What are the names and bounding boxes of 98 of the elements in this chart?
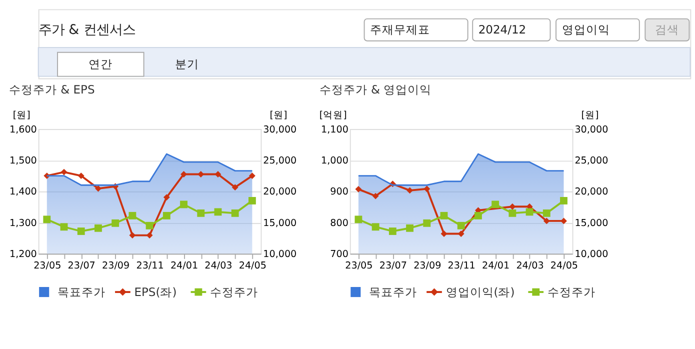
x-tick-label: 24/03	[204, 260, 232, 272]
y2-axis-title: [원]	[270, 110, 288, 122]
point	[232, 184, 238, 191]
point	[248, 172, 256, 180]
point	[457, 222, 465, 230]
point	[372, 192, 379, 200]
x-tick-label: 24/05	[238, 260, 266, 272]
legend-label: 수정주가	[547, 284, 596, 299]
point	[388, 228, 396, 235]
y2-tick-label: 10,000	[263, 249, 297, 260]
point	[406, 187, 413, 194]
point	[197, 209, 205, 217]
point	[440, 212, 448, 220]
legend-label: 목표주가	[58, 284, 106, 299]
y2-tick-label: 20,000	[263, 186, 297, 198]
point	[214, 171, 222, 178]
point	[231, 209, 239, 217]
y2-tick-label: 30,000	[574, 124, 608, 136]
point	[180, 200, 188, 208]
y-axis-title: [원]	[12, 110, 30, 122]
point	[95, 185, 102, 192]
y-tick-label: 800	[330, 218, 348, 229]
point	[372, 223, 380, 231]
legend-label: 영업이익(좌)	[446, 284, 515, 299]
point	[474, 212, 482, 220]
x-tick-label: 23/05	[34, 260, 62, 272]
x-tick-label: 23/11	[448, 260, 476, 272]
point	[146, 232, 153, 239]
x-tick-label: 23/09	[102, 260, 130, 272]
chart-title: 수정주가 & 영업이익	[319, 82, 432, 97]
point	[406, 224, 414, 232]
legend-label: 목표주가	[369, 284, 418, 299]
y2-tick-label: 10,000	[574, 249, 608, 260]
text: 영업이익	[562, 22, 610, 37]
point	[526, 208, 534, 216]
x-tick-label: 23/07	[68, 260, 96, 272]
point	[128, 212, 136, 220]
y2-tick-label: 15,000	[263, 218, 297, 229]
point	[60, 223, 68, 231]
y-tick-label: 1,500	[9, 156, 37, 167]
point	[94, 224, 102, 232]
text: 검색	[655, 22, 680, 37]
y-tick-label: 900	[330, 186, 348, 198]
point	[560, 218, 567, 224]
point	[214, 208, 222, 216]
text: 주재무제표	[370, 22, 430, 37]
point	[543, 218, 550, 224]
x-tick-label: 24/01	[170, 260, 198, 272]
chart-title: 수정주가 & EPS	[8, 82, 95, 97]
y2-tick-label: 30,000	[263, 124, 297, 136]
text: 2024/12	[478, 22, 526, 37]
legend-label: 수정주가	[210, 284, 258, 299]
point	[162, 212, 170, 220]
point	[112, 219, 120, 227]
legend-label: EPS(좌)	[134, 284, 177, 299]
y-tick-label: 700	[330, 249, 348, 260]
point	[78, 172, 84, 180]
point	[43, 216, 51, 224]
point	[560, 197, 568, 204]
point	[60, 168, 68, 176]
x-tick-label: 23/11	[136, 260, 164, 272]
point	[163, 194, 170, 200]
x-tick-label: 24/01	[482, 260, 510, 272]
point	[509, 203, 516, 210]
y2-tick-label: 25,000	[574, 156, 608, 167]
y2-tick-label: 15,000	[574, 218, 608, 229]
point	[424, 186, 430, 192]
x-tick-label: 24/05	[550, 260, 578, 272]
point	[354, 216, 362, 224]
x-tick-label: 24/03	[516, 260, 544, 272]
text: 연간	[88, 57, 113, 72]
y2-axis-title: [원]	[581, 110, 599, 122]
y-tick-label: 1,300	[9, 218, 37, 229]
y-tick-label: 1,100	[321, 124, 348, 136]
point	[146, 222, 154, 230]
text: 주가 & 컨센서스	[38, 23, 136, 38]
point	[508, 209, 516, 217]
y2-tick-label: 20,000	[574, 186, 608, 198]
point	[355, 186, 362, 192]
point	[423, 219, 431, 227]
point	[77, 228, 85, 235]
point	[542, 209, 550, 217]
x-tick-label: 23/05	[345, 260, 373, 272]
x-tick-label: 23/09	[414, 260, 442, 272]
text: 분기	[174, 57, 199, 72]
y2-tick-label: 25,000	[263, 156, 297, 167]
y-tick-label: 1,400	[9, 186, 37, 198]
point	[492, 200, 500, 208]
point	[458, 230, 464, 237]
point	[198, 171, 204, 178]
y-tick-label: 1,600	[9, 124, 37, 136]
y-tick-label: 1,000	[321, 156, 348, 167]
point	[180, 171, 187, 178]
x-tick-label: 23/07	[379, 260, 407, 272]
y-tick-label: 1,200	[9, 249, 37, 260]
point	[129, 232, 136, 239]
y-axis-title: [억원]	[319, 110, 347, 122]
point	[248, 197, 256, 204]
